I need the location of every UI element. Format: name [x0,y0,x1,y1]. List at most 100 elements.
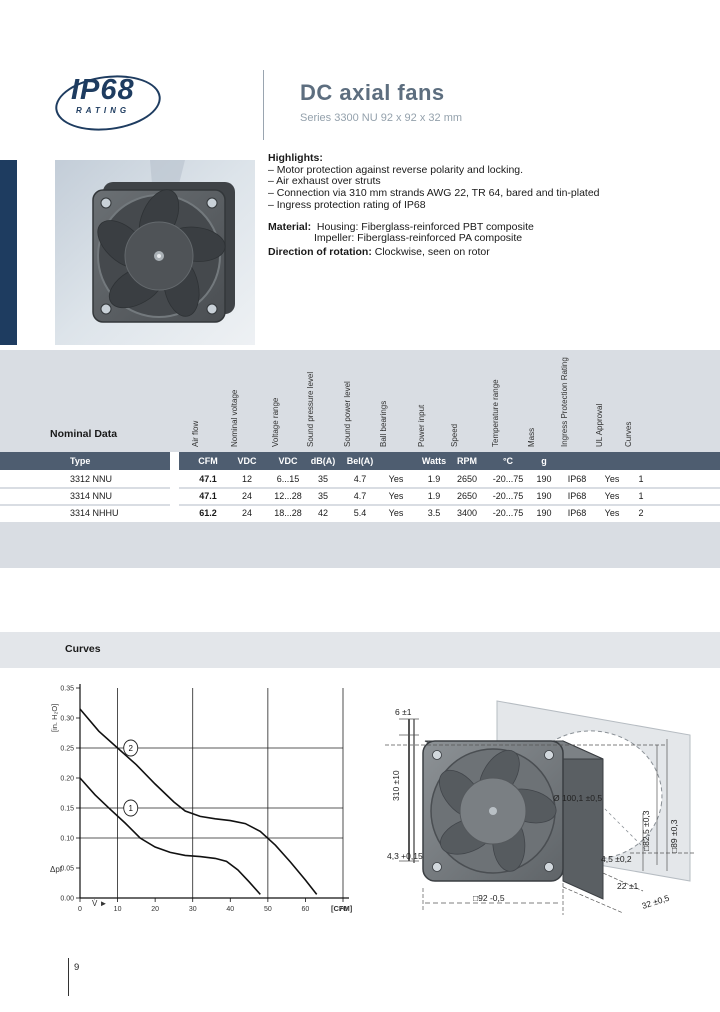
dim-width-label: □92 -0,5 [473,893,505,903]
column-header-speed: Speed [450,423,459,447]
unit-label: g [541,456,547,466]
value-cell: Yes [388,474,404,484]
x-tick-label: 40 [226,906,234,913]
dim-depth-inner-label: 22 ±1 [617,881,638,891]
material-line-1: Housing: Fiberglass-reinforced PBT compo… [316,220,534,233]
value-cell: 5.4 [353,508,367,518]
highlights-heading: Highlights: [268,152,323,164]
unit-label: °C [502,456,514,466]
highlight-bullet-1: – Motor protection against reverse polar… [268,163,524,176]
value-cell: 1.9 [427,491,441,501]
column-header-curves: Curves [624,421,633,447]
dim-cutout-label: Ø 100,1 ±0,5 [553,793,602,803]
unit-label: Bel(A) [346,456,374,466]
value-cell: Yes [388,491,404,501]
rotation-label: Direction of rotation: [268,245,372,258]
material-line-2: Impeller: Fiberglass-reinforced PA compo… [314,232,523,245]
type-cell: 3314 NHHU [70,508,119,518]
table-rows: 3312 NNU 47.1 12 6...15 35 4.7 Yes 1.9 2650 -20..… [0,470,720,522]
table-row-3314-nnu: 3314 NNU 47.1 24 12...28 35 4.7 Yes 1.9 2650 -20.… [0,489,720,504]
x-tick-label: 10 [114,906,122,913]
value-cell: 4.7 [353,491,367,501]
value-cell: -20...75 [492,508,524,518]
column-header-ingress-protection-rating: Ingress Protection Rating [560,357,569,447]
table-row-3314-nhhu: 3314 NHHU 61.2 24 18...28 42 5.4 Yes 3.5 3400 -20… [0,506,720,521]
unit-label: RPM [457,456,477,466]
value-cell: Yes [604,508,620,518]
table-unit-row: Type CFM VDC VDC dB(A) Bel(A) Watts RPM °C g [0,452,720,470]
logo-text: IP68 [71,74,135,106]
highlights-block: Highlights: – Motor protection against r… [268,152,708,259]
footer-rule [68,958,69,996]
x-tick-label: 50 [264,906,272,913]
dim-hole-label: 4,3 +0,15 [387,851,423,861]
value-cell: Yes [388,508,404,518]
x-tick-label: 30 [189,906,197,913]
column-header-nominal-voltage: Nominal voltage [230,389,239,447]
row-separator [0,487,720,489]
x-tick-label: 0 [78,906,82,913]
curve-2 [79,708,318,895]
y-tick-label: 0.05 [60,866,74,873]
unit-label: VDC [237,456,257,466]
curve-label-2: 2 [128,744,133,753]
row-separator [0,504,720,506]
curves-heading: Curves [65,643,101,655]
value-cell: 1.9 [427,474,441,484]
column-header-air-flow: Air flow [191,420,200,447]
x-tick-label: 70 [339,906,347,913]
y-tick-label: 0.35 [60,686,74,693]
value-cell: 2650 [456,474,478,484]
type-column-header: Type [70,456,91,466]
type-cell: 3314 NNU [70,491,113,501]
value-cell: 47.1 [199,491,217,501]
highlight-bullet-4: – Ingress protection rating of IP68 [268,198,426,211]
side-accent-strip [0,160,17,345]
value-cell: 190 [536,508,552,518]
value-cell: 24 [241,491,252,501]
table-footer-band [0,522,720,568]
unit-label: dB(A) [310,456,336,466]
value-cell: Yes [604,474,620,484]
value-cell: 35 [317,491,328,501]
dim-depth-label: 32 ±0,5 [641,893,671,911]
unit-label: VDC [278,456,298,466]
value-cell: IP68 [567,474,587,484]
curve-1 [79,777,261,895]
page-title: DC axial fans [300,80,445,105]
column-header-sound-pressure-level: Sound pressure level [306,371,315,447]
dim-wire-label: 310 ±10 [391,770,401,801]
rotation-value: Clockwise, seen on rotor [374,245,490,258]
type-cell: 3312 NNU [70,474,113,484]
y-tick-label: 0.15 [60,806,74,813]
value-cell: 12 [241,474,252,484]
highlight-bullet-3: – Connection via 310 mm strands AWG 22, … [268,187,600,200]
value-cell: 4.7 [353,474,367,484]
column-header-power-input: Power input [417,404,426,447]
column-gap [170,452,179,522]
column-header-ul-approval: UL Approval [595,403,604,447]
curves-section-band [0,632,720,668]
x-tick-label: 20 [151,906,159,913]
value-cell: 1 [638,474,644,484]
value-cell: 2 [638,508,644,518]
y-tick-label: 0.00 [60,896,74,903]
value-cell: 3400 [456,508,478,518]
dim-outer-square-label: □89 ±0,3 [669,819,679,853]
value-cell: 35 [317,474,328,484]
x-axis-symbol: V̇ ► [92,899,107,908]
column-header-temperature-range: Temperature range [491,379,500,447]
table-row-3312-nnu: 3312 NNU 47.1 12 6...15 35 4.7 Yes 1.9 2650 -20..… [0,472,720,487]
dim-spacer-label: 4,5 ±0,2 [601,854,632,864]
value-cell: 47.1 [199,474,217,484]
header-divider [263,70,264,140]
value-cell: -20...75 [492,491,524,501]
highlight-bullet-2: – Air exhaust over struts [268,175,381,188]
airflow-pressure-chart: 0.00 0.05 0.10 0.15 0.20 0.25 0.30 0.35 0 10 20 30 4… [40,680,380,920]
column-header-voltage-range: Voltage range [271,397,280,447]
unit-label: Watts [421,456,447,466]
value-cell: 12...28 [274,491,302,501]
value-cell: 1 [638,491,644,501]
value-cell: 2650 [456,491,478,501]
